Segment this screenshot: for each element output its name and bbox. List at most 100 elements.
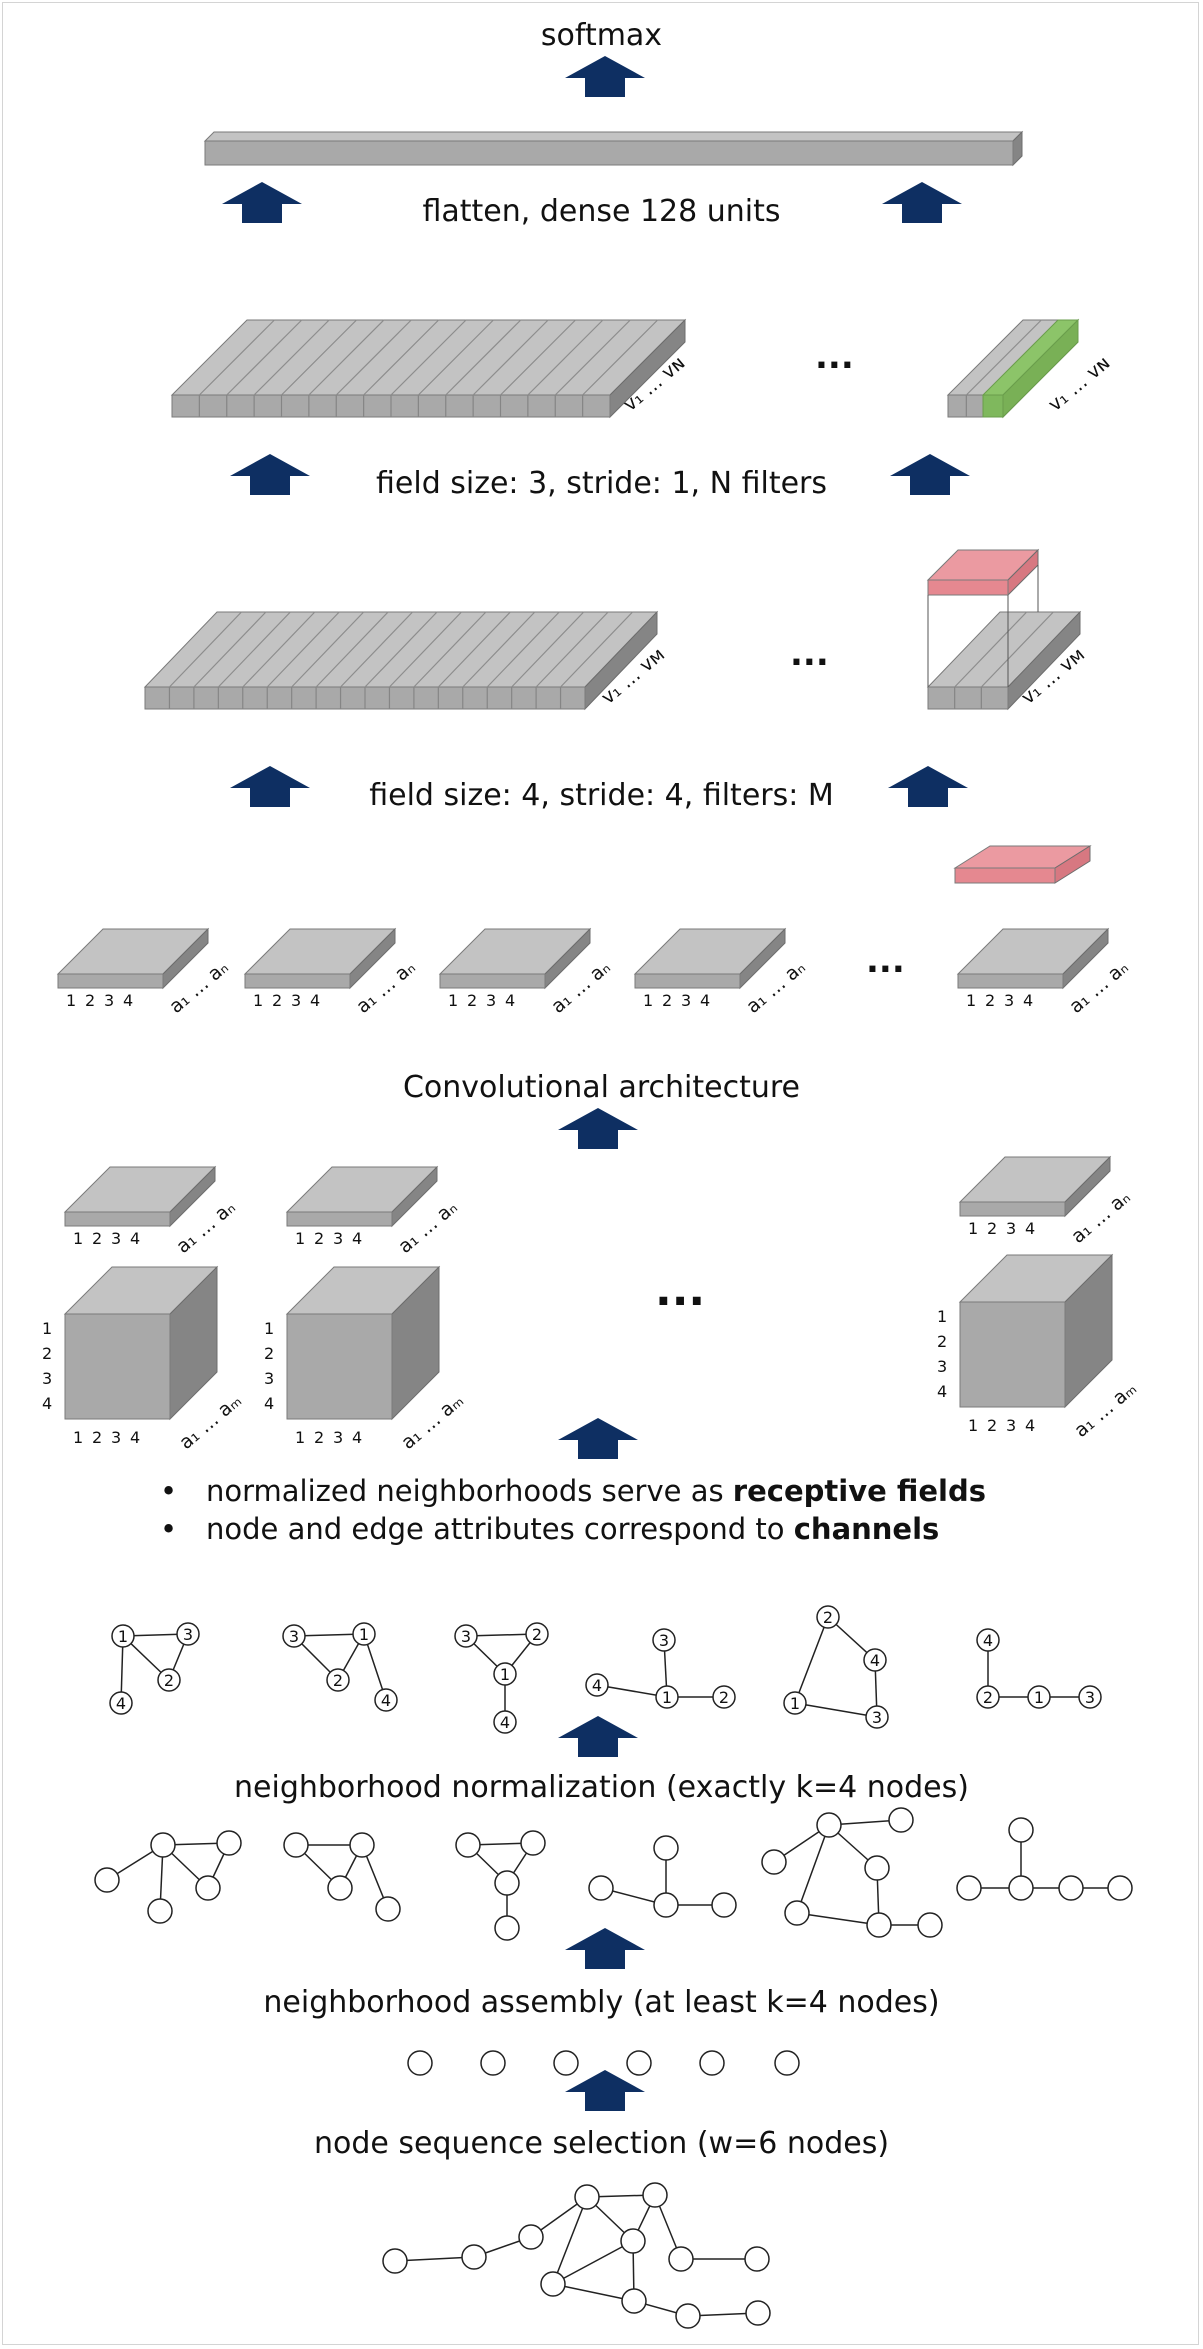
- tick-number: 2: [467, 991, 477, 1010]
- graph-node: [642, 2182, 668, 2208]
- block-front-face: [439, 973, 546, 989]
- graph-node: [655, 1685, 679, 1709]
- graph-node: [917, 1912, 943, 1938]
- graph-node-label: 2: [532, 1625, 542, 1644]
- graph-node-label: 3: [1085, 1688, 1095, 1707]
- tick-number: 1: [966, 991, 976, 1010]
- block-front-face: [286, 1313, 393, 1420]
- label-neighborhood-assembly: neighborhood assembly (at least k=4 node…: [263, 1985, 940, 2020]
- graph-node: [574, 2184, 600, 2210]
- ellipsis-marker: ...: [655, 1265, 705, 1316]
- segment-divider: [266, 611, 340, 688]
- graph-node: [1027, 1685, 1051, 1709]
- segment-divider: [363, 319, 440, 396]
- tick-number: 4: [1023, 991, 1033, 1010]
- tick-number: 4: [310, 991, 320, 1010]
- graph-node: [699, 2050, 725, 2076]
- graph-node-label: 1: [790, 1694, 800, 1713]
- assembled-neighborhood-graph: [588, 1835, 737, 1918]
- segment-divider: [389, 611, 462, 688]
- tick-number: 3: [111, 1428, 121, 1447]
- graph-node: [585, 1673, 609, 1697]
- label-node-sequence-selection: node sequence selection (w=6 nodes): [313, 2126, 890, 2161]
- segment-divider: [486, 611, 560, 688]
- block-front-face: [927, 579, 1009, 596]
- tick-number: 3: [111, 1229, 121, 1248]
- graph-node-label: 3: [461, 1627, 471, 1646]
- graph-node-label: 4: [116, 1694, 126, 1713]
- tick-number: 2: [272, 991, 282, 1010]
- up-arrow-icon: [230, 766, 310, 807]
- graph-node-label: 4: [983, 1631, 993, 1650]
- graph-node: [150, 1832, 176, 1858]
- graph-node-label: 3: [183, 1625, 193, 1644]
- graph-node: [327, 1875, 353, 1901]
- segment-divider: [980, 611, 1054, 688]
- graph-node: [816, 1605, 840, 1629]
- graph-node: [111, 1624, 135, 1648]
- up-arrow-icon: [230, 454, 310, 495]
- segment-divider: [560, 611, 633, 688]
- graph-node: [865, 1705, 889, 1729]
- graph-node-label: 1: [662, 1688, 672, 1707]
- segment-divider: [198, 319, 275, 396]
- highlighted-filter-slice: [1002, 318, 1079, 419]
- segment-divider: [462, 611, 536, 688]
- segment-divider: [472, 319, 549, 396]
- tick-number: 4: [1025, 1219, 1035, 1238]
- assembled-neighborhood-graph: [94, 1830, 242, 1924]
- graph-node: [283, 1832, 309, 1858]
- graph-node: [652, 1628, 676, 1652]
- graph-node: [382, 2248, 408, 2274]
- normalized-neighborhood-graph: 2 4 1 3: [783, 1605, 889, 1729]
- graph-node: [109, 1691, 133, 1715]
- graph-node: [480, 2050, 506, 2076]
- conv1-feature-map-block: [926, 610, 1082, 711]
- segment-divider: [535, 611, 609, 688]
- tick-number: 3: [486, 991, 496, 1010]
- block-front-face: [57, 973, 164, 989]
- label-convolutional-architecture: Convolutional architecture: [402, 1070, 801, 1105]
- segment-divider: [335, 319, 412, 396]
- up-arrow-icon: [558, 1418, 638, 1459]
- receptive-field-plate: [243, 927, 397, 990]
- graph-node: [157, 1668, 181, 1692]
- graph-node: [147, 1898, 173, 1924]
- graph-node: [326, 1668, 350, 1692]
- graph-node: [653, 1892, 679, 1918]
- ellipsis-marker: ...: [866, 941, 905, 981]
- segment-divider: [413, 611, 487, 688]
- graph-node: [956, 1875, 982, 1901]
- graph-node-label: 2: [333, 1671, 343, 1690]
- tick-number: 3: [333, 1428, 343, 1447]
- segment-divider: [217, 611, 291, 688]
- tick-number: 3: [1004, 991, 1014, 1010]
- segment-divider: [511, 611, 585, 688]
- graph-node: [282, 1624, 306, 1648]
- tick-number: 3: [42, 1369, 52, 1388]
- input-graph: [382, 2182, 771, 2329]
- normalized-neighborhood-graph: 3 1 2 4: [282, 1622, 398, 1712]
- up-arrow-icon: [558, 1108, 638, 1149]
- conv2-feature-map-block: [170, 318, 687, 419]
- graph-node: [783, 1691, 807, 1715]
- tick-number: 2: [42, 1344, 52, 1363]
- segment-divider: [308, 319, 385, 396]
- tick-number: 2: [662, 991, 672, 1010]
- tick-number: 3: [681, 991, 691, 1010]
- segment-divider: [253, 319, 330, 396]
- block-front-face: [286, 1211, 393, 1227]
- graph-node: [653, 1835, 679, 1861]
- block-front-face: [957, 973, 1064, 989]
- attribute-tensor-cube: [63, 1265, 219, 1421]
- tick-number: 1: [264, 1319, 274, 1338]
- segment-divider: [281, 319, 357, 396]
- tick-number: 4: [123, 991, 133, 1010]
- segment-divider: [437, 611, 511, 688]
- block-front-face: [959, 1201, 1066, 1217]
- up-arrow-icon: [565, 1928, 645, 1969]
- graph-node: [176, 1622, 200, 1646]
- block-front-face: [204, 140, 1014, 166]
- graph-node: [461, 2244, 487, 2270]
- graph-node-label: 1: [118, 1627, 128, 1646]
